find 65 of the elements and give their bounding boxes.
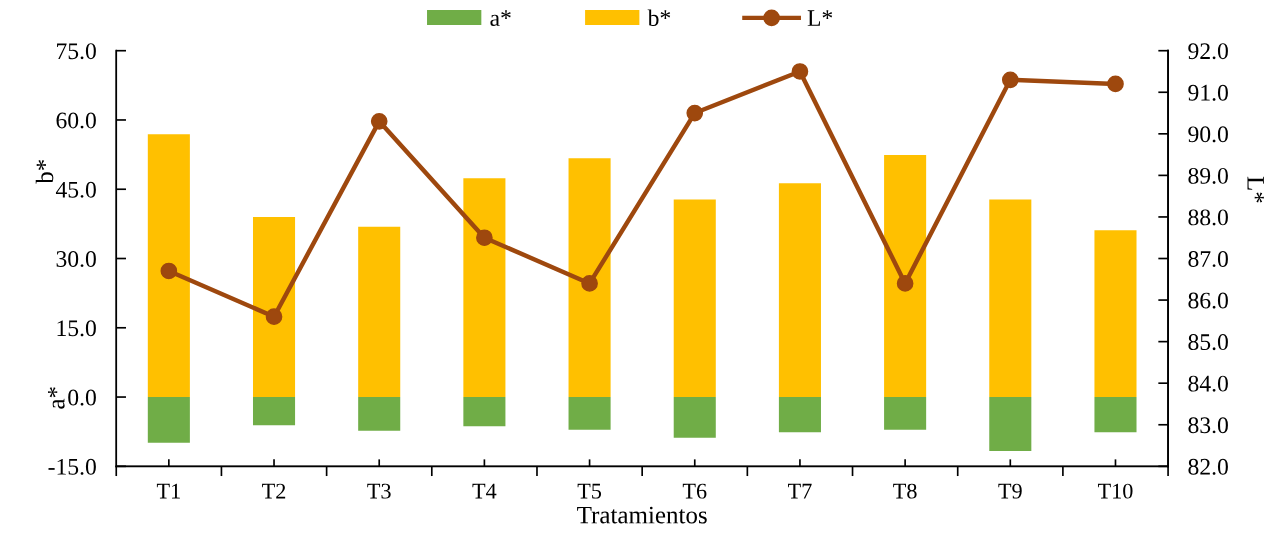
text: a* <box>48 387 65 409</box>
bar <box>463 397 506 427</box>
bar <box>147 134 190 398</box>
legend-label: L* <box>807 10 833 26</box>
y2-tick-label: 92.0 <box>1188 43 1228 60</box>
y2-tick-label: 88.0 <box>1188 209 1228 226</box>
y2-tick-label: 85.0 <box>1188 334 1228 351</box>
x-axis-title: Tratamientos <box>577 506 707 524</box>
bar <box>358 397 401 431</box>
legend-label: b* <box>647 9 671 27</box>
x-tick-label: T4 <box>472 483 497 499</box>
bar <box>568 397 611 430</box>
point <box>581 275 598 292</box>
x-tick-label: T2 <box>262 483 286 499</box>
y2-axis-title: L* <box>1247 176 1264 203</box>
bar <box>463 178 506 398</box>
bar <box>989 397 1032 452</box>
bar <box>147 397 190 443</box>
y2-tick-label: 86.0 <box>1188 292 1228 309</box>
point <box>686 104 704 122</box>
bar <box>252 216 296 398</box>
y-axis-title: b* <box>35 159 54 184</box>
bar <box>673 199 716 398</box>
point <box>791 63 809 80</box>
x-tick-label: T8 <box>893 483 917 499</box>
y2-tick-label: 91.0 <box>1188 84 1228 101</box>
legend-label: a* <box>490 10 511 27</box>
bar <box>778 183 821 398</box>
y2-tick-label: 84.0 <box>1188 375 1228 392</box>
bar <box>989 199 1032 398</box>
y-tick-label: 60.0 <box>56 112 96 129</box>
bar <box>252 397 296 426</box>
bar <box>1094 397 1137 433</box>
bar <box>1094 230 1137 398</box>
y-tick-label: 15.0 <box>57 320 96 337</box>
y2-tick-label: 83.0 <box>1188 417 1228 434</box>
y-tick-label: 75.0 <box>57 43 96 60</box>
x-tick-label: T6 <box>682 483 707 499</box>
x-tick-label: T7 <box>788 483 812 499</box>
y-tick-label: 45.0 <box>55 181 96 198</box>
bar <box>884 397 927 430</box>
point <box>265 308 283 326</box>
bar <box>673 397 716 438</box>
x-tick-label: T5 <box>577 483 602 499</box>
point <box>476 229 493 247</box>
bar <box>884 155 927 398</box>
y2-tick-label: 90.0 <box>1188 126 1228 143</box>
y2-tick-label: 89.0 <box>1188 167 1228 184</box>
bar <box>778 397 821 433</box>
x-tick-label: T1 <box>156 483 180 499</box>
bar <box>568 158 611 398</box>
x-tick-label: T9 <box>998 483 1022 499</box>
x-tick-label: T10 <box>1097 483 1133 499</box>
point <box>896 275 914 292</box>
point <box>370 113 388 130</box>
y2-tick-label: 82.0 <box>1188 458 1228 475</box>
y2-tick-label: 87.0 <box>1188 251 1228 268</box>
x-tick-label: T3 <box>367 483 391 499</box>
point <box>160 262 178 280</box>
point <box>1107 75 1124 93</box>
y-tick-label: -15.0 <box>48 458 96 475</box>
y-tick-label: 0.0 <box>68 389 96 406</box>
y-tick-label: 30.0 <box>56 251 96 268</box>
bar <box>358 226 401 398</box>
point <box>1001 71 1019 89</box>
